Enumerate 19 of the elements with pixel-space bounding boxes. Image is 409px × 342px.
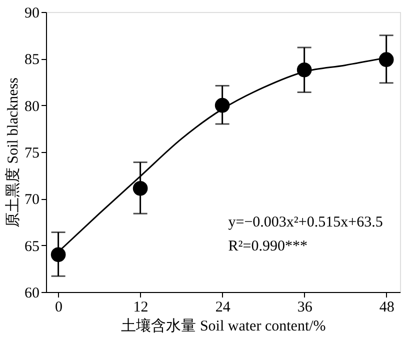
point: [378, 52, 394, 67]
x-tick-label: 48: [379, 300, 394, 316]
y-tick-label: 90: [24, 6, 40, 22]
x-tick-label: 36: [297, 300, 313, 316]
point: [50, 247, 66, 262]
y-tick-label: 60: [24, 286, 40, 302]
annotation: R²=0.990***: [228, 238, 308, 255]
x-axis-title: 土壤含水量 Soil water content/%: [121, 318, 326, 334]
x-tick-label: 12: [133, 300, 148, 316]
y-tick-label: 75: [24, 146, 40, 162]
y-tick-label: 70: [24, 192, 40, 208]
annotation: y=−0.003x²+0.515x+63.5: [228, 214, 383, 231]
y-tick-label: 85: [24, 52, 40, 68]
x-tick-label: 24: [215, 300, 231, 316]
x-tick-label: 0: [55, 300, 63, 316]
point: [132, 181, 148, 196]
y-tick-label: 80: [24, 98, 40, 115]
y-axis-title: 原土黑度 Soil blackness: [4, 77, 22, 228]
y-tick-label: 65: [24, 238, 40, 255]
